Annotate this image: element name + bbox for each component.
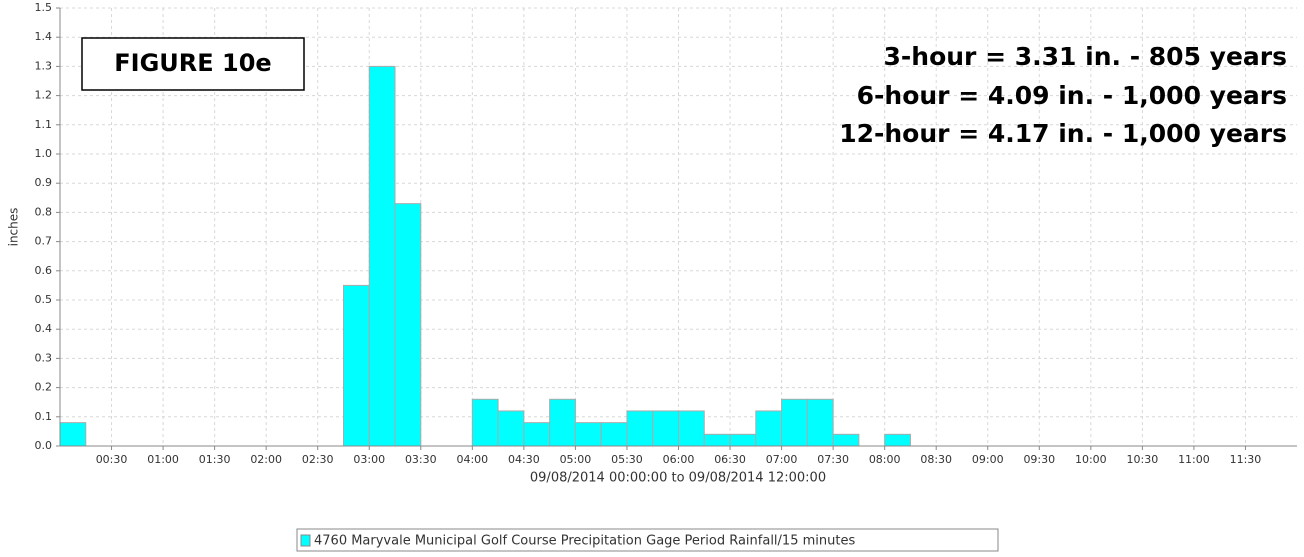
x-tick-label: 09:30 bbox=[1023, 453, 1055, 466]
annotation: 3-hour = 3.31 in. - 805 years bbox=[884, 42, 1287, 71]
bar bbox=[600, 422, 628, 447]
bar bbox=[781, 398, 808, 447]
x-tick-label: 07:30 bbox=[817, 453, 849, 466]
y-tick-label: 0.7 bbox=[35, 235, 53, 248]
y-tick-label: 0.4 bbox=[35, 322, 53, 335]
y-tick-label: 1.0 bbox=[35, 147, 53, 160]
x-tick-label: 06:00 bbox=[663, 453, 695, 466]
legend bbox=[296, 528, 999, 552]
annotation: 12-hour = 4.17 in. - 1,000 years bbox=[839, 119, 1287, 148]
x-tick-label: 08:00 bbox=[869, 453, 901, 466]
y-tick-label: 1.3 bbox=[35, 59, 53, 72]
x-axis-label: 09/08/2014 00:00:00 to 09/08/2014 12:00:… bbox=[530, 471, 826, 486]
x-tick-label: 09:00 bbox=[972, 453, 1004, 466]
bar bbox=[471, 398, 499, 447]
x-tick-label: 00:30 bbox=[96, 453, 128, 466]
legend-swatch bbox=[300, 534, 311, 547]
legend-label: 4760 Maryvale Municipal Golf Course Prec… bbox=[314, 534, 855, 549]
bar bbox=[652, 410, 680, 447]
bar bbox=[549, 398, 576, 447]
bar bbox=[884, 433, 911, 447]
bar bbox=[626, 410, 654, 447]
y-tick-label: 0.0 bbox=[35, 439, 53, 452]
bar bbox=[342, 284, 370, 447]
bar bbox=[574, 422, 602, 447]
x-tick-label: 02:00 bbox=[250, 453, 282, 466]
bar bbox=[59, 422, 87, 447]
bar bbox=[755, 410, 783, 447]
x-tick-label: 01:00 bbox=[147, 453, 179, 466]
x-tick-label: 08:30 bbox=[920, 453, 952, 466]
x-tick-label: 01:30 bbox=[199, 453, 231, 466]
y-tick-label: 0.5 bbox=[35, 293, 53, 306]
x-tick-label: 02:30 bbox=[302, 453, 334, 466]
y-tick-label: 1.5 bbox=[35, 1, 53, 14]
y-tick-label: 0.8 bbox=[35, 205, 53, 218]
x-tick-label: 05:30 bbox=[611, 453, 643, 466]
x-tick-label: 10:30 bbox=[1127, 453, 1159, 466]
x-tick-label: 07:00 bbox=[766, 453, 798, 466]
x-tick-label: 03:30 bbox=[405, 453, 437, 466]
y-tick-label: 0.3 bbox=[35, 351, 53, 364]
y-tick-label: 0.1 bbox=[35, 410, 53, 423]
bar bbox=[678, 410, 705, 447]
bar bbox=[729, 433, 757, 447]
x-tick-label: 11:30 bbox=[1230, 453, 1262, 466]
x-tick-label: 11:00 bbox=[1178, 453, 1210, 466]
bar bbox=[523, 422, 551, 447]
x-tick-label: 04:30 bbox=[508, 453, 540, 466]
bar bbox=[368, 65, 396, 447]
x-tick-label: 03:00 bbox=[353, 453, 385, 466]
y-tick-label: 1.1 bbox=[35, 118, 53, 131]
x-tick-label: 06:30 bbox=[714, 453, 746, 466]
y-axis-label: inches bbox=[7, 208, 21, 247]
x-tick-label: 04:00 bbox=[456, 453, 488, 466]
bar bbox=[832, 433, 860, 447]
x-tick-label: 05:00 bbox=[560, 453, 592, 466]
bar bbox=[497, 410, 525, 447]
bar bbox=[806, 398, 834, 447]
bar bbox=[703, 433, 731, 447]
y-tick-label: 1.4 bbox=[35, 30, 53, 43]
figure-box bbox=[81, 37, 305, 91]
y-tick-label: 1.2 bbox=[35, 89, 53, 102]
y-tick-label: 0.2 bbox=[35, 381, 53, 394]
y-tick-label: 0.9 bbox=[35, 176, 53, 189]
annotation: 6-hour = 4.09 in. - 1,000 years bbox=[857, 81, 1287, 110]
y-tick-label: 0.6 bbox=[35, 264, 53, 277]
figure-label: FIGURE 10e bbox=[114, 49, 271, 77]
bar bbox=[394, 203, 422, 447]
x-tick-label: 10:00 bbox=[1075, 453, 1107, 466]
